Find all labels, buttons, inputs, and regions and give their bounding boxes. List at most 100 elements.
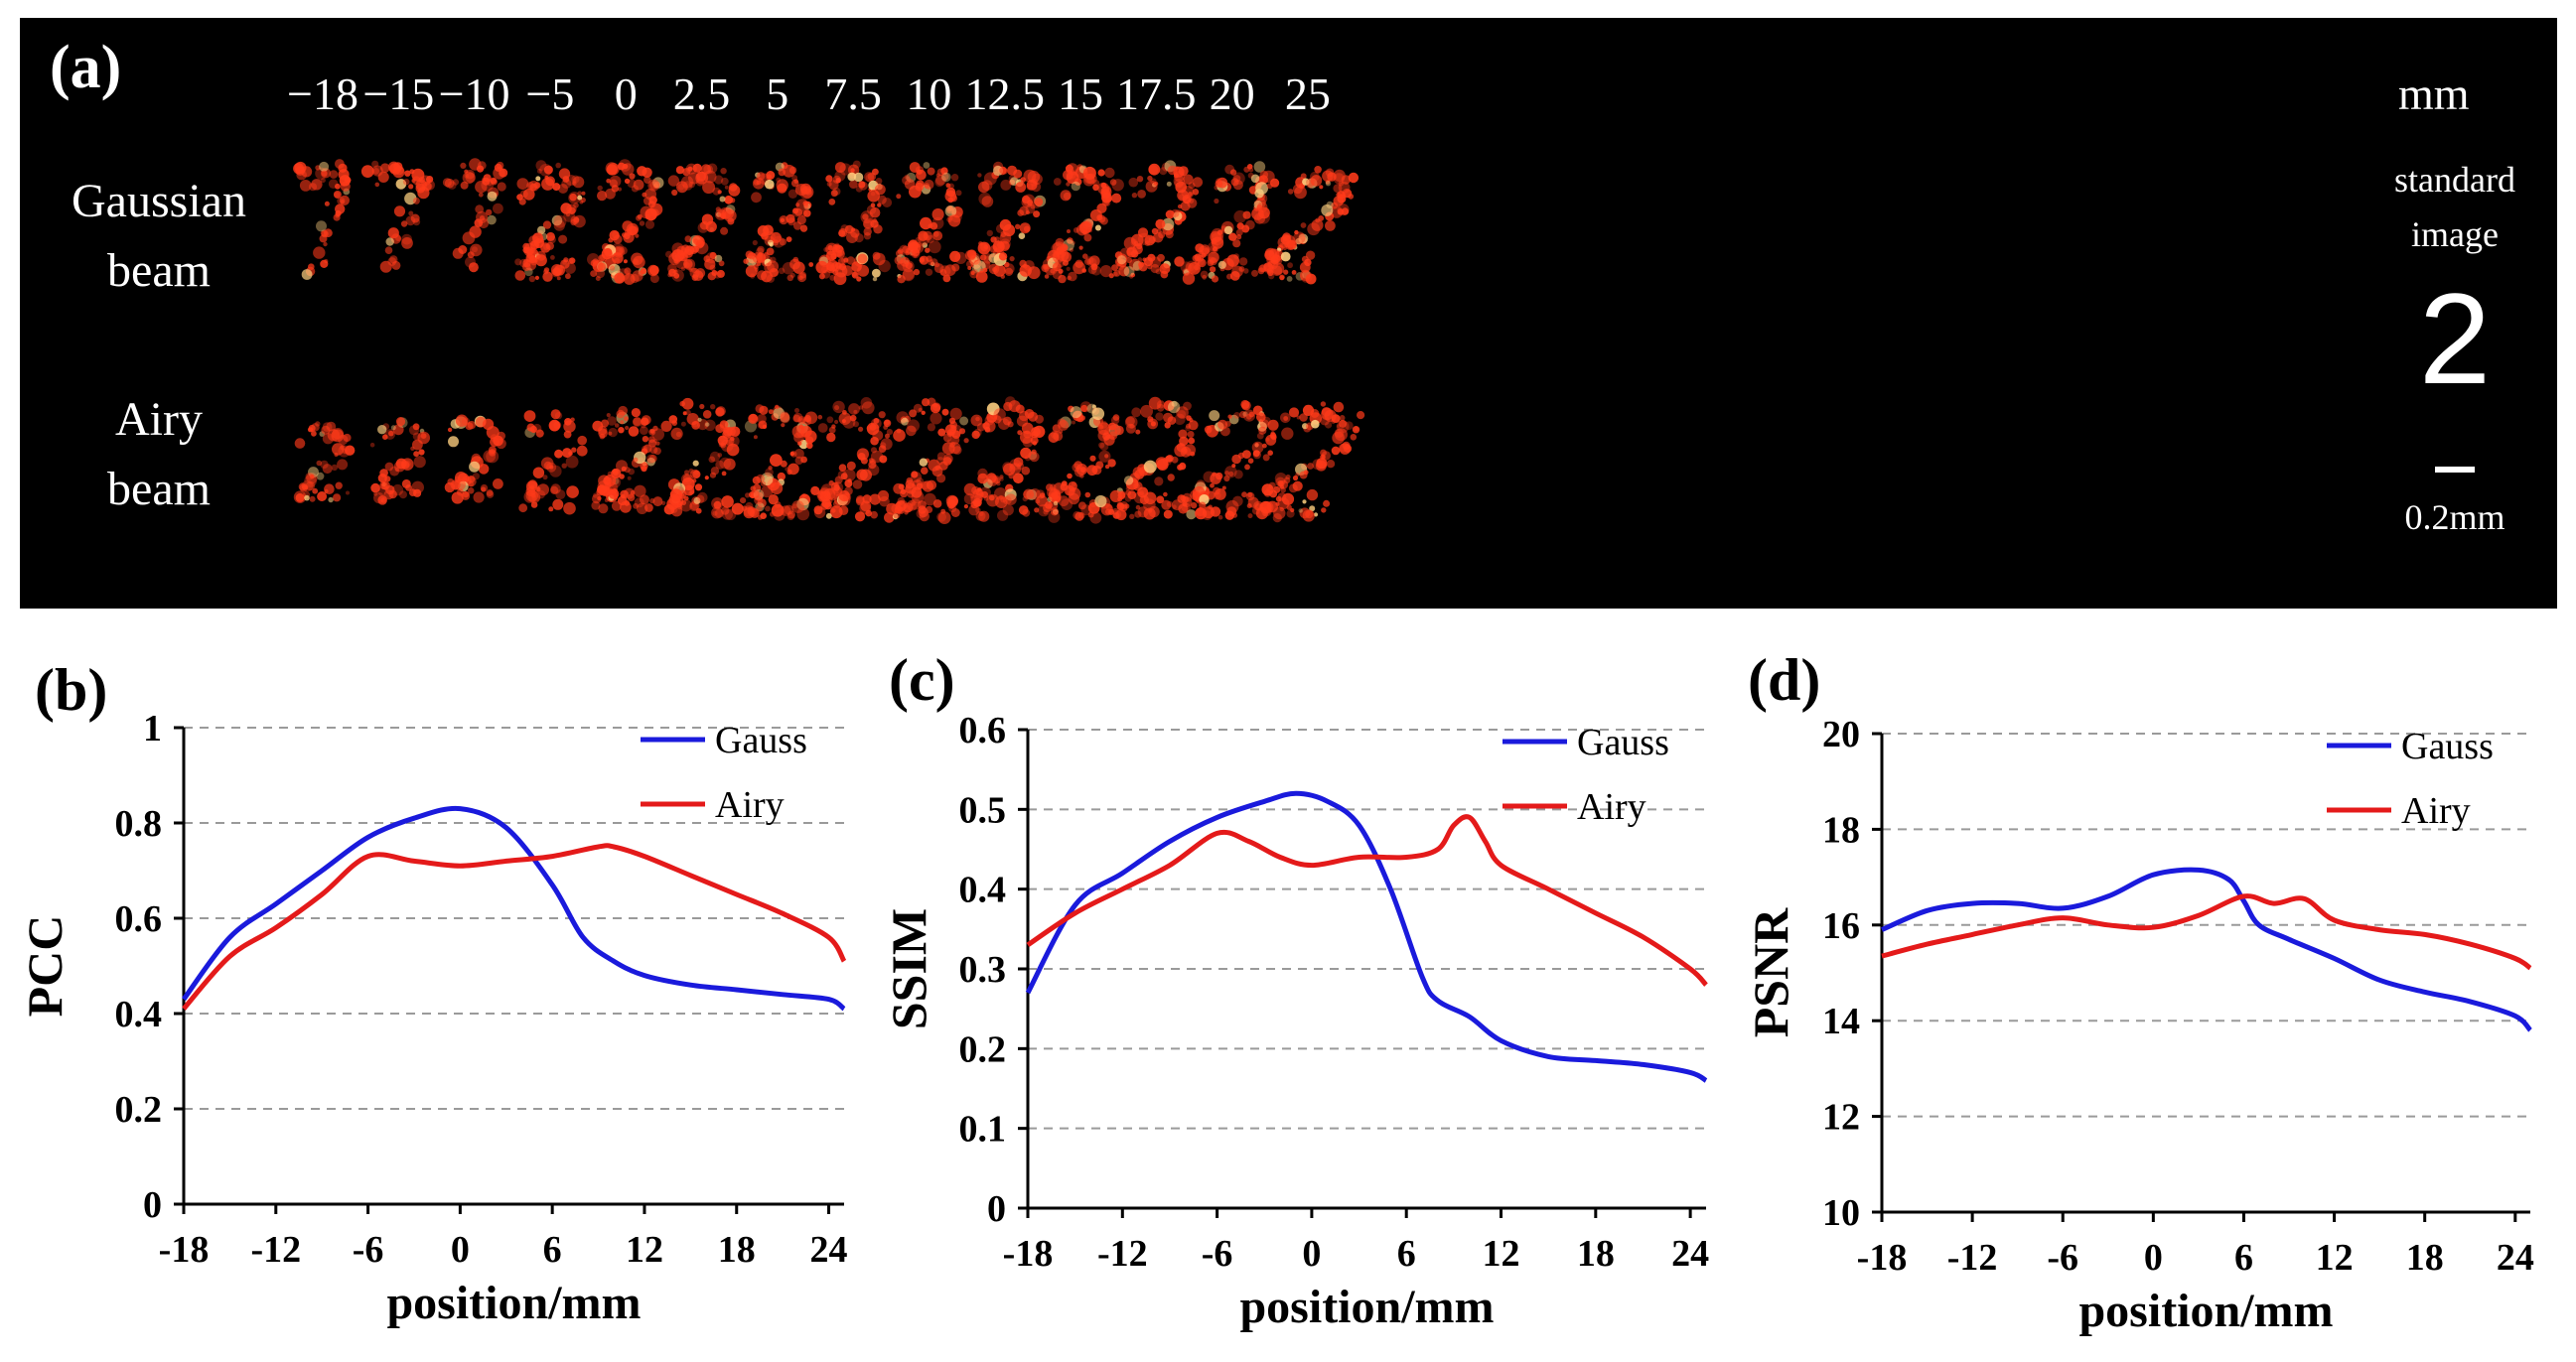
speckle-dot (598, 425, 608, 436)
speckle-dot (620, 500, 632, 513)
series-line-gauss (1881, 867, 2532, 1032)
speckle-dot (522, 262, 531, 271)
x-axis-label: position/mm (1239, 1281, 1494, 1333)
speckle-dot (788, 166, 797, 175)
speckle-dot (649, 274, 659, 284)
speckle-dot (497, 182, 506, 192)
position-label: 10 (906, 68, 951, 119)
speckle-dot (613, 234, 623, 244)
speckle-dot (383, 489, 394, 500)
speckle-dot (786, 236, 792, 243)
speckle-dot (715, 208, 727, 220)
speckle-dot (601, 419, 609, 428)
speckle-dot (390, 425, 396, 431)
speckle-dot (382, 434, 388, 441)
speckle-dot (553, 214, 567, 228)
speckle-dot (467, 421, 477, 430)
chart-ssim: (c) 0 0.1 0.2 0.3 0.4 0.5 0.6 -18 -12 -6 0 6 12 18 24 po… (881, 647, 1709, 1333)
speckle-dot (641, 423, 646, 429)
speckle-dot (487, 214, 497, 225)
speckle-dot (595, 276, 601, 281)
speckle-dot (299, 180, 312, 192)
speckle-dot (607, 416, 617, 426)
speckle-dot (800, 456, 807, 464)
speckle-dot (644, 188, 656, 201)
speckle-dot (655, 441, 660, 446)
speckle-dot (682, 474, 691, 482)
speckle-dot (720, 442, 727, 449)
speckle-dot (377, 171, 389, 183)
speckle-dot (672, 494, 680, 502)
speckle-dot (319, 161, 330, 172)
speckle-dot (570, 218, 577, 226)
x-tick-label: -12 (1947, 1237, 1998, 1279)
speckle-dot (549, 465, 554, 470)
speckle-dot (777, 183, 787, 194)
speckle-dot (624, 416, 629, 422)
speckle-dot (395, 458, 407, 470)
speckle-dot (660, 500, 666, 505)
speckle-dot (646, 457, 655, 467)
scale-bar (2435, 467, 2475, 473)
speckle-dot (402, 178, 410, 186)
speckle-dot (558, 168, 571, 180)
y-tick-label: 0.4 (959, 870, 1007, 911)
speckle-dot (523, 258, 529, 264)
speckle-dot (705, 422, 710, 427)
speckle-dot (387, 227, 399, 239)
speckle-dot (476, 165, 485, 173)
speckle-dot (488, 449, 497, 457)
speckle-dot (597, 262, 607, 271)
speckle-dot (569, 257, 576, 264)
speckle-dot (758, 420, 768, 430)
speckle-dot (468, 262, 479, 273)
speckle-dot (797, 416, 806, 425)
speckle-dot (684, 470, 689, 476)
speckle-dot (624, 267, 632, 275)
chart-psnr: (d) 10 12 14 16 18 20 -18 -12 -6 0 6 12 18 24 position/… (1743, 647, 2534, 1337)
y-tick-label: 0 (143, 1184, 162, 1226)
speckle-dot (563, 257, 569, 263)
speckle-dot (611, 252, 624, 264)
speckle-dot (721, 506, 730, 515)
speckle-dot (780, 413, 790, 424)
speckle-dot (743, 507, 755, 519)
speckle-dot (399, 490, 407, 499)
speckle-dot (723, 458, 736, 471)
speckle-dot (667, 272, 672, 278)
speckle-dot (579, 200, 584, 204)
speckle-dot (324, 488, 329, 493)
speckle-dot (553, 421, 562, 430)
x-tick-label: -6 (1202, 1233, 1233, 1275)
speckle-dot (780, 412, 790, 423)
speckle-dot (803, 415, 812, 423)
speckle-dot (764, 231, 776, 243)
speckle-dot (751, 192, 762, 204)
unit-label: mm (2398, 68, 2470, 119)
x-tick-label: 18 (718, 1229, 756, 1271)
speckle-dot (730, 436, 735, 442)
speckle-image (444, 414, 506, 504)
speckle-dot (753, 435, 758, 440)
x-tick-label: -6 (353, 1229, 384, 1271)
speckle-dot (385, 237, 394, 246)
speckle-dot (682, 181, 693, 191)
y-tick-label: 12 (1822, 1097, 1860, 1139)
speckle-dot (618, 427, 625, 434)
speckle-dot (480, 483, 489, 492)
speckle-dot (452, 179, 460, 186)
speckle-dot (535, 250, 546, 261)
standard-label-line1: standard (2394, 160, 2515, 200)
speckle-dot (721, 495, 734, 508)
speckle-dot (688, 267, 693, 272)
speckle-dot (294, 438, 306, 449)
speckle-dot (745, 492, 751, 498)
speckle-dot (481, 179, 495, 192)
speckle-dot (752, 476, 761, 484)
y-tick-label: 0.2 (115, 1089, 163, 1131)
speckle-dot (410, 446, 415, 451)
speckle-dot (745, 265, 758, 278)
speckle-dot (759, 405, 769, 415)
x-tick-label: 12 (2316, 1237, 2354, 1279)
speckle-dot (556, 276, 561, 281)
